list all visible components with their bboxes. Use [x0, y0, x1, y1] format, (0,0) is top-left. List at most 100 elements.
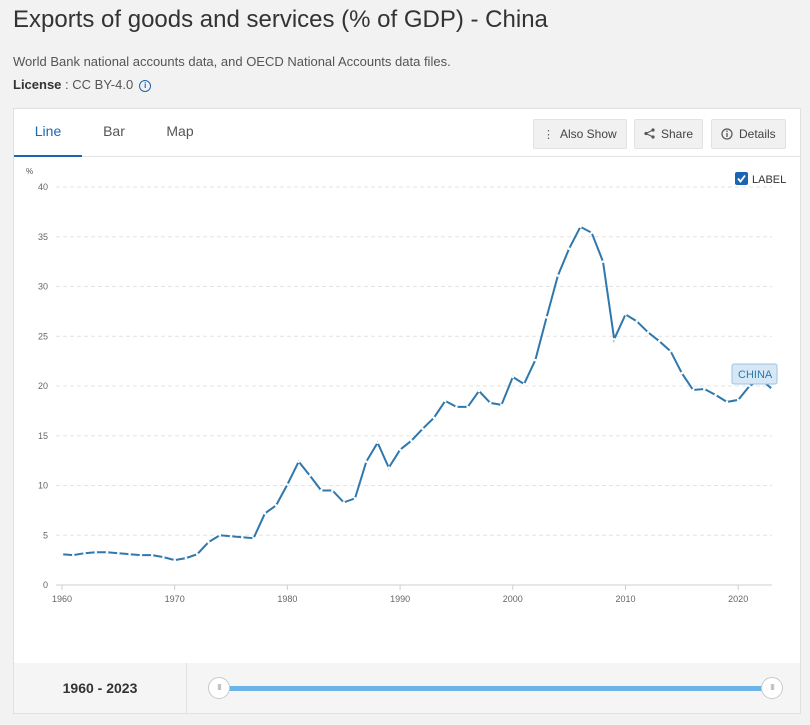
y-tick-label-30: 30 [38, 282, 48, 292]
data-point-2011[interactable] [635, 320, 639, 323]
data-point-1980[interactable] [286, 483, 289, 486]
data-point-1960[interactable] [60, 552, 64, 556]
data-point-2018[interactable] [714, 393, 717, 397]
x-axis-ticks: 1960 1970 1980 1990 2000 2010 2020 [52, 585, 748, 604]
data-point-2000[interactable] [511, 375, 515, 379]
also-show-button[interactable]: ⋮ Also Show [533, 119, 627, 149]
also-show-label: Also Show [560, 127, 617, 141]
label-toggle[interactable]: LABEL [735, 172, 786, 186]
data-point-1963[interactable] [94, 550, 98, 554]
data-point-2005[interactable] [567, 247, 571, 250]
y-tick-label-25: 25 [38, 331, 48, 341]
share-icon [644, 128, 655, 141]
data-point-2008[interactable] [601, 260, 605, 263]
data-point-1961[interactable] [71, 553, 75, 557]
data-point-1991[interactable] [410, 439, 413, 443]
data-point-1975[interactable] [229, 534, 233, 538]
data-point-2013[interactable] [658, 339, 661, 343]
data-point-1962[interactable] [83, 551, 86, 555]
tab-bar[interactable]: Bar [103, 123, 125, 139]
data-point-1968[interactable] [150, 553, 154, 557]
data-point-1965[interactable] [117, 551, 120, 555]
year-range-slider-track[interactable] [220, 686, 772, 691]
x-tick-label-2020: 2020 [728, 594, 748, 604]
series-label-background [731, 363, 778, 385]
data-point-1989[interactable] [387, 466, 391, 469]
data-point-1999[interactable] [500, 403, 503, 407]
info-icon[interactable]: i [139, 80, 152, 92]
data-point-1971[interactable] [184, 556, 188, 560]
data-point-2014[interactable] [669, 349, 672, 353]
data-point-2003[interactable] [545, 316, 548, 319]
checkmark-icon [737, 174, 746, 183]
slider-handle-start[interactable]: III [208, 677, 230, 699]
data-point-1990[interactable] [398, 448, 402, 451]
more-vertical-icon: ⋮ [543, 129, 554, 141]
data-point-1967[interactable] [139, 553, 143, 557]
share-button[interactable]: Share [634, 119, 704, 149]
license-label: License [13, 77, 62, 92]
data-point-1997[interactable] [477, 389, 481, 393]
label-checkbox[interactable] [735, 172, 748, 185]
y-tick-label-5: 5 [43, 530, 48, 540]
data-point-2020[interactable] [736, 398, 740, 402]
data-point-1988[interactable] [376, 441, 379, 445]
data-point-1995[interactable] [455, 405, 458, 409]
data-point-1978[interactable] [263, 512, 267, 515]
data-point-2009[interactable] [612, 337, 616, 341]
data-point-2017[interactable] [703, 387, 706, 391]
license-separator: : [61, 77, 73, 92]
data-point-1984[interactable] [331, 489, 334, 492]
line-chart: 0 5 10 15 20 25 30 35 40 1960 1970 1980 1990 2000 201… [26, 167, 786, 604]
data-point-2021[interactable] [748, 384, 751, 388]
data-point-2023[interactable] [770, 387, 774, 391]
x-tick-label-1990: 1990 [390, 594, 410, 604]
data-point-1982[interactable] [308, 474, 312, 477]
data-point-1981[interactable] [297, 460, 300, 463]
data-point-2006[interactable] [579, 225, 582, 229]
data-point-2010[interactable] [624, 313, 627, 316]
data-point-1964[interactable] [105, 550, 109, 554]
series-end-label: CHINA [731, 363, 778, 385]
label-toggle-text: LABEL [752, 174, 786, 186]
license-line: License : CC BY-4.0 i [13, 77, 152, 92]
data-point-2007[interactable] [590, 231, 593, 235]
data-point-1977[interactable] [252, 536, 255, 540]
data-point-2019[interactable] [725, 400, 729, 404]
data-point-1987[interactable] [364, 460, 368, 463]
data-point-2012[interactable] [646, 330, 650, 334]
data-point-1972[interactable] [195, 552, 199, 556]
details-button[interactable]: Details [711, 119, 786, 149]
slider-handle-end[interactable]: III [761, 677, 783, 699]
chart-card: Line Bar Map ⋮ Also Show Share Details 0 5… [13, 108, 801, 665]
data-point-1986[interactable] [353, 497, 357, 500]
license-value[interactable]: CC BY-4.0 [72, 77, 134, 92]
data-point-2004[interactable] [556, 274, 560, 277]
x-tick-label-1980: 1980 [277, 594, 297, 604]
data-point-1993[interactable] [432, 416, 436, 420]
data-point-1979[interactable] [274, 504, 278, 507]
tab-line[interactable]: Line [14, 109, 82, 157]
data-point-2015[interactable] [680, 371, 684, 375]
data-point-1983[interactable] [319, 489, 323, 492]
series-line-china[interactable] [61, 225, 773, 562]
source-note: World Bank national accounts data, and O… [13, 54, 451, 69]
series-points [60, 225, 774, 562]
data-point-1985[interactable] [342, 501, 346, 504]
data-point-1966[interactable] [128, 552, 131, 556]
data-point-1992[interactable] [421, 427, 424, 431]
data-point-1976[interactable] [241, 535, 244, 539]
data-point-2002[interactable] [534, 358, 537, 362]
data-point-1973[interactable] [207, 540, 210, 544]
data-point-1994[interactable] [443, 399, 447, 403]
tab-map[interactable]: Map [166, 123, 194, 139]
data-point-1996[interactable] [466, 405, 470, 409]
data-point-2016[interactable] [691, 388, 695, 392]
data-point-1974[interactable] [218, 533, 222, 537]
data-point-2001[interactable] [522, 382, 526, 386]
range-footer: 1960 - 2023 III III [13, 663, 801, 714]
y-tick-label-40: 40 [38, 182, 48, 192]
data-point-1998[interactable] [488, 401, 492, 405]
data-point-1970[interactable] [173, 558, 176, 562]
data-point-1969[interactable] [162, 555, 165, 559]
